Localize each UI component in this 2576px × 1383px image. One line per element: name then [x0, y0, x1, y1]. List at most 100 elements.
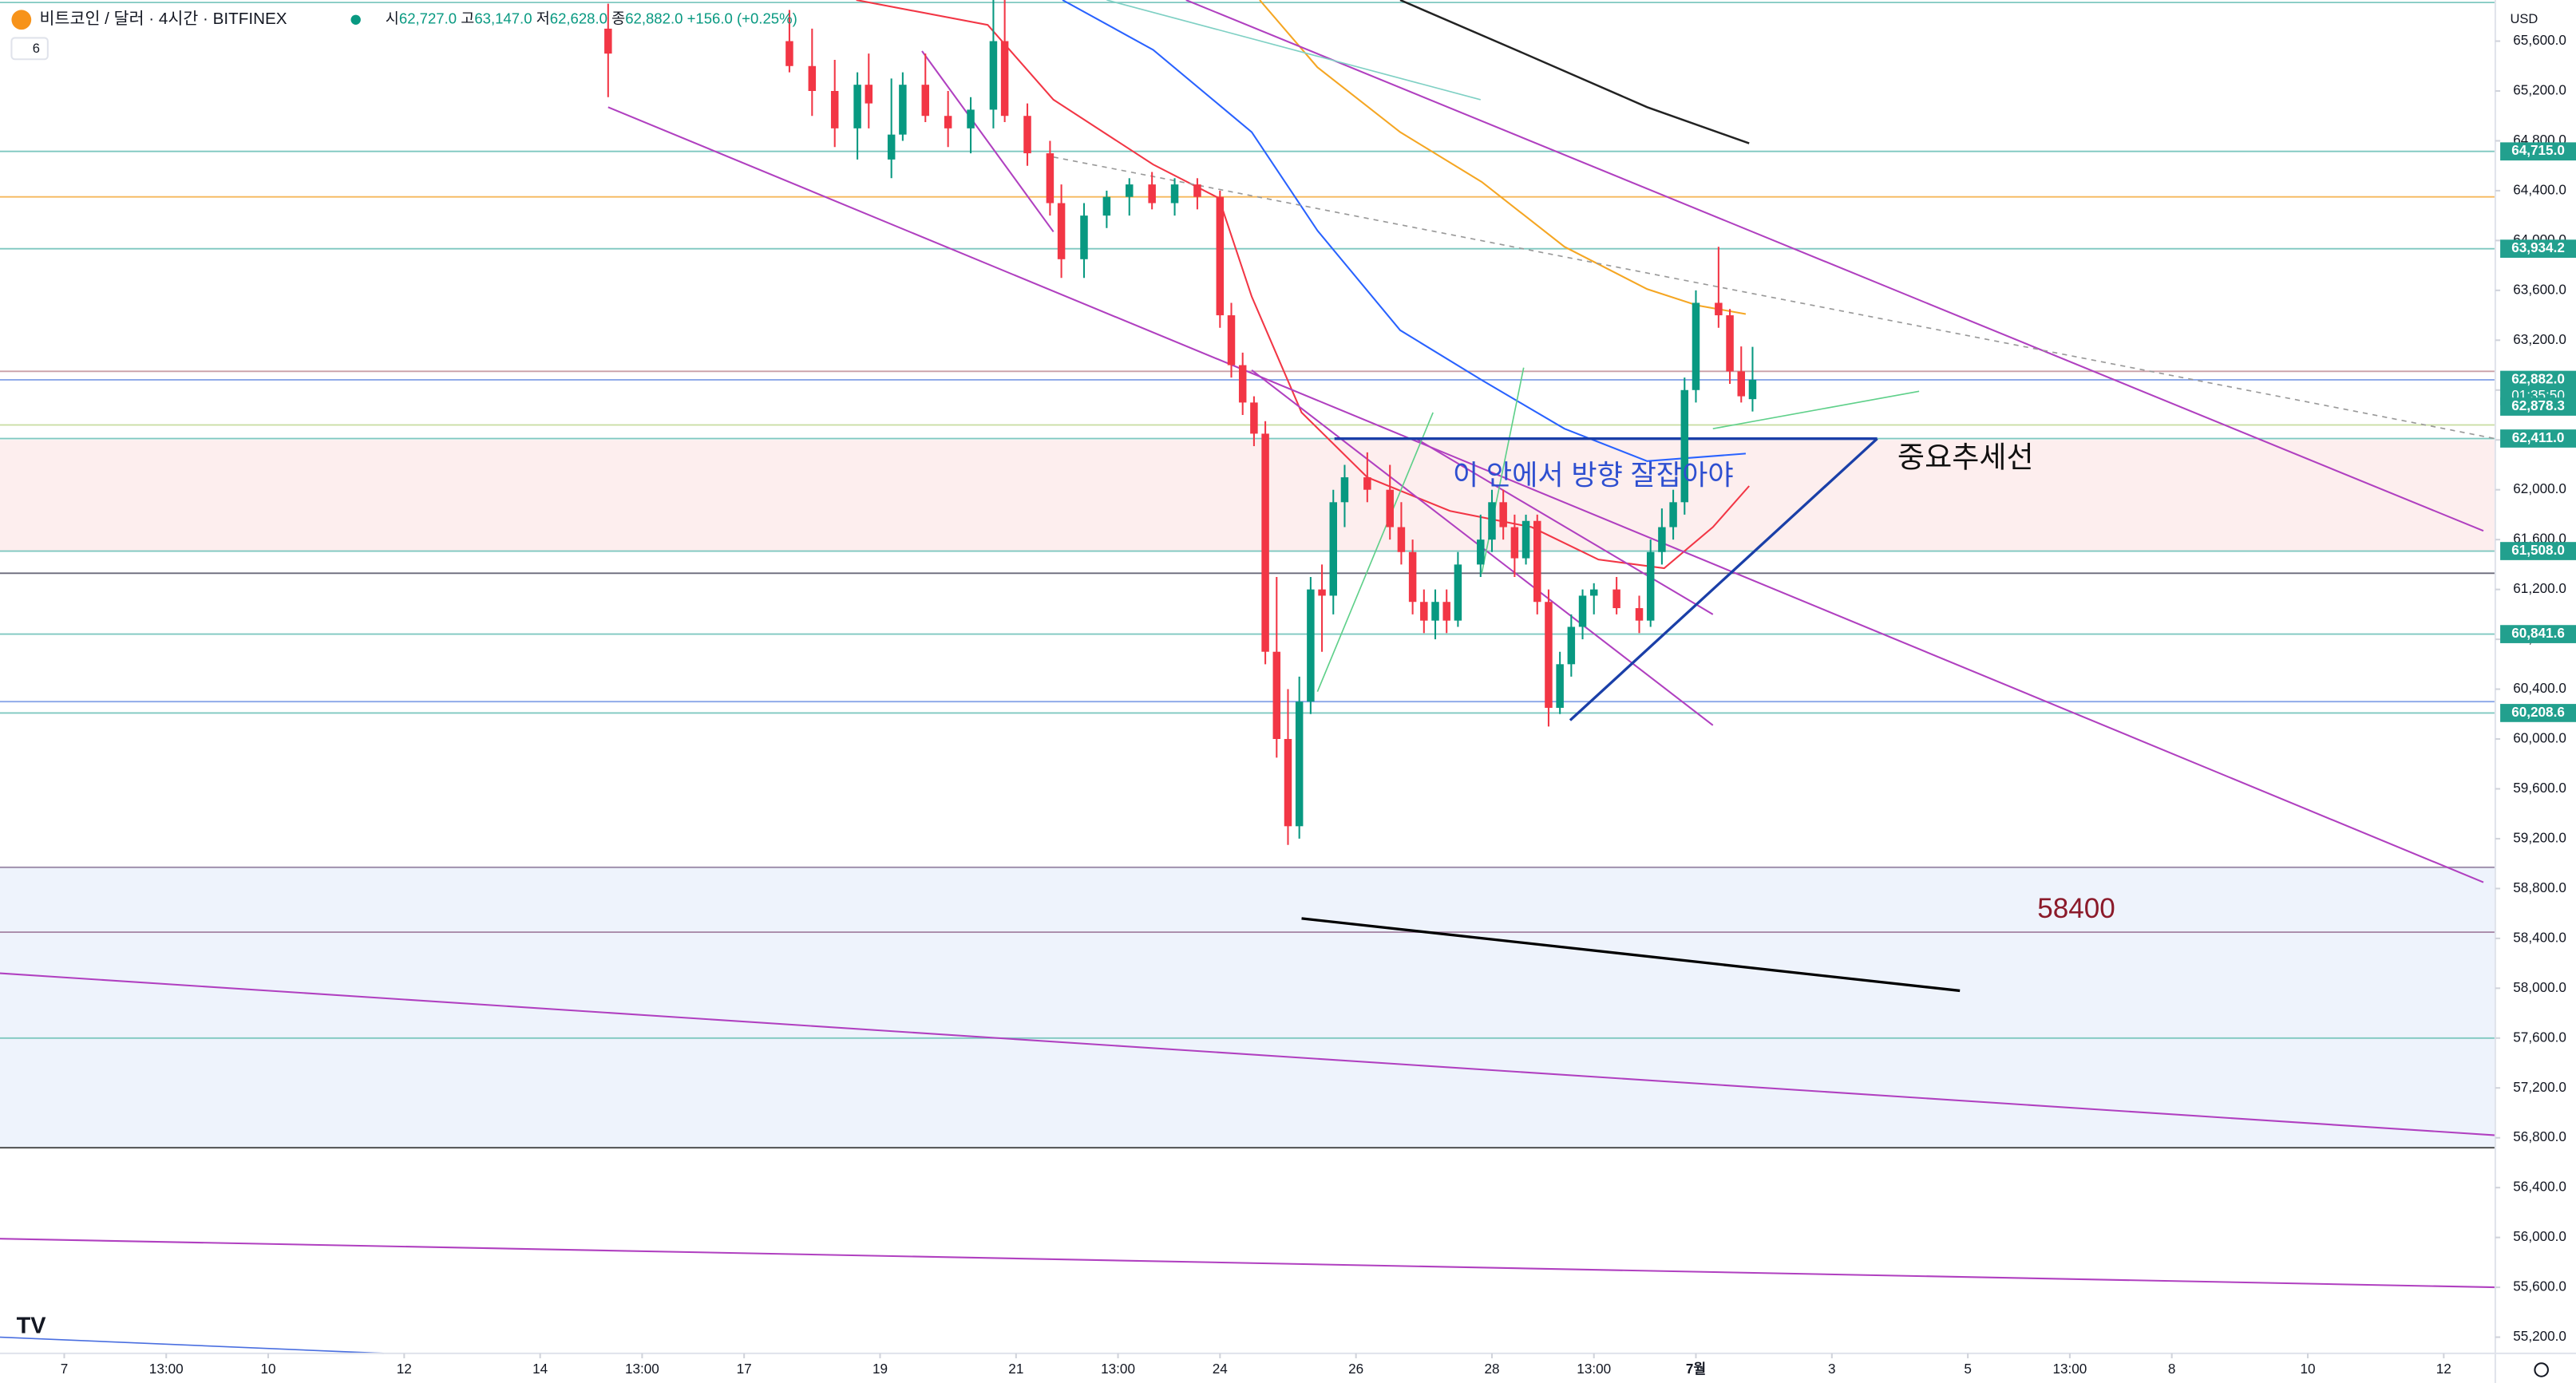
- candle-body: [1329, 502, 1338, 596]
- y-tick-label: 55,200.0: [2513, 1329, 2566, 1344]
- settings-icon[interactable]: [2534, 1362, 2549, 1377]
- y-tick-label: 63,600.0: [2513, 282, 2566, 297]
- candle-body: [1080, 215, 1088, 259]
- x-tick-label: 7: [61, 1361, 69, 1377]
- candle-body: [1170, 184, 1179, 203]
- candle-body: [1737, 371, 1746, 397]
- candle-body: [1000, 41, 1009, 117]
- x-tick-label: 5: [1964, 1361, 1972, 1377]
- y-tick-label: 64,400.0: [2513, 182, 2566, 197]
- zone: [0, 440, 2495, 551]
- indicator-toggle[interactable]: [10, 37, 49, 61]
- candle-body: [1431, 602, 1439, 621]
- candle-body: [989, 41, 998, 110]
- candle-body: [1340, 477, 1349, 503]
- x-tick-label: 3: [1828, 1361, 1836, 1377]
- currency[interactable]: USD: [2510, 12, 2538, 26]
- price-tag: [2500, 704, 2576, 722]
- candle-body: [1521, 520, 1530, 559]
- candle-body: [1250, 402, 1258, 434]
- x-tick-label: 12: [2436, 1361, 2451, 1377]
- legend: 비트코인 / 달러 · 4시간 · BITFINEX 시62,727.0 고63…: [10, 10, 797, 61]
- candle-body: [1318, 589, 1326, 596]
- price-tag-label: 62,878.3: [2511, 398, 2565, 413]
- y-tick-label: 59,200.0: [2513, 830, 2566, 845]
- candle-body: [1363, 477, 1371, 490]
- candle-body: [808, 65, 817, 91]
- candle-body: [1477, 539, 1485, 565]
- y-tick-label: 56,800.0: [2513, 1129, 2566, 1144]
- candle-body: [1216, 196, 1225, 316]
- x-tick-label: 10: [2300, 1361, 2315, 1377]
- candle-body: [1680, 389, 1689, 503]
- price-tag: [2500, 142, 2576, 161]
- plot-area: 이 안에서 방향 잘잡아야 중요추세선 58400: [0, 0, 2496, 1354]
- candle-body: [1589, 589, 1598, 596]
- overlay-line: [1053, 156, 2496, 440]
- y-tick-label: 65,600.0: [2513, 33, 2566, 48]
- price-tag: [2500, 542, 2576, 560]
- price-tag: [2500, 239, 2576, 259]
- price-tag-label: 64,715.0: [2511, 143, 2565, 158]
- price-tag-label: 62,411.0: [2512, 430, 2565, 445]
- y-tick-label: 63,200.0: [2513, 332, 2566, 347]
- candle-body: [1612, 589, 1620, 609]
- zone: [0, 867, 2495, 1148]
- annotation: 58400: [2037, 893, 2115, 924]
- label: 시: [386, 10, 399, 27]
- candle-body: [1635, 608, 1644, 621]
- candle-body: [1488, 502, 1496, 540]
- candle-body: [1408, 551, 1417, 603]
- overlay-line: [1316, 412, 1434, 692]
- ohlc: 시62,727.0 고63,147.0 저62,628.0 종62,882.0 …: [386, 10, 797, 27]
- x-tick-label: 12: [397, 1361, 412, 1377]
- candle-body: [1510, 527, 1519, 559]
- candle-body: [865, 85, 873, 104]
- indicator-count: 6: [33, 41, 40, 56]
- logo: TV: [17, 1313, 47, 1338]
- candle-body: [1556, 664, 1564, 708]
- y-tick-label: 58,400.0: [2513, 930, 2566, 945]
- coin-icon: [11, 10, 32, 30]
- overlay-line: [1569, 437, 1878, 721]
- x-tick-label: 19: [873, 1361, 888, 1377]
- x-tick-label: 21: [1008, 1361, 1023, 1377]
- value: 62,882.0: [625, 10, 683, 27]
- y-tick-label: 58,000.0: [2513, 980, 2566, 995]
- candle-body: [1148, 184, 1156, 203]
- y-tick-label: 65,200.0: [2513, 83, 2566, 98]
- label: 종: [611, 10, 625, 27]
- candle-body: [1726, 315, 1734, 372]
- price-tag: [2500, 625, 2576, 643]
- label: 저: [536, 10, 550, 27]
- x-tick-label: 10: [260, 1361, 275, 1377]
- y-tick-label: 59,600.0: [2513, 780, 2566, 796]
- candle-body: [1442, 602, 1450, 621]
- price-tag-label: 60,208.6: [2511, 705, 2565, 720]
- candle-body: [830, 90, 839, 128]
- candle-body: [1193, 184, 1201, 197]
- overlay-line: [1062, 0, 1747, 462]
- overlay-line: [1106, 0, 1481, 101]
- overlay-line: [607, 106, 2484, 883]
- y-tick-label: 60,000.0: [2513, 731, 2566, 746]
- candle-body: [1578, 595, 1587, 627]
- x-tick-label: 24: [1213, 1361, 1229, 1377]
- y-tick-label: 62,000.0: [2513, 481, 2566, 496]
- x-tick-label: 13:00: [1577, 1361, 1611, 1377]
- overlay-line: [1415, 437, 1714, 615]
- price-tag-label: 60,841.6: [2511, 626, 2565, 641]
- candle-body: [1261, 433, 1269, 652]
- x-tick-label: 28: [1484, 1361, 1499, 1377]
- x-tick-label: 17: [737, 1361, 752, 1377]
- candle-body: [1397, 527, 1406, 552]
- candle-body: [921, 85, 930, 117]
- x-tick-label: 13:00: [625, 1361, 659, 1377]
- symbol: 비트코인 / 달러 · 4시간 · BITFINEX: [40, 10, 287, 28]
- annotation: 이 안에서 방향 잘잡아야: [1453, 460, 1734, 492]
- y-tick-label: 58,800.0: [2513, 880, 2566, 895]
- x-tick-label: 13:00: [149, 1361, 184, 1377]
- x-tick-label: 13:00: [2052, 1361, 2087, 1377]
- overlay-line: [1259, 0, 1747, 315]
